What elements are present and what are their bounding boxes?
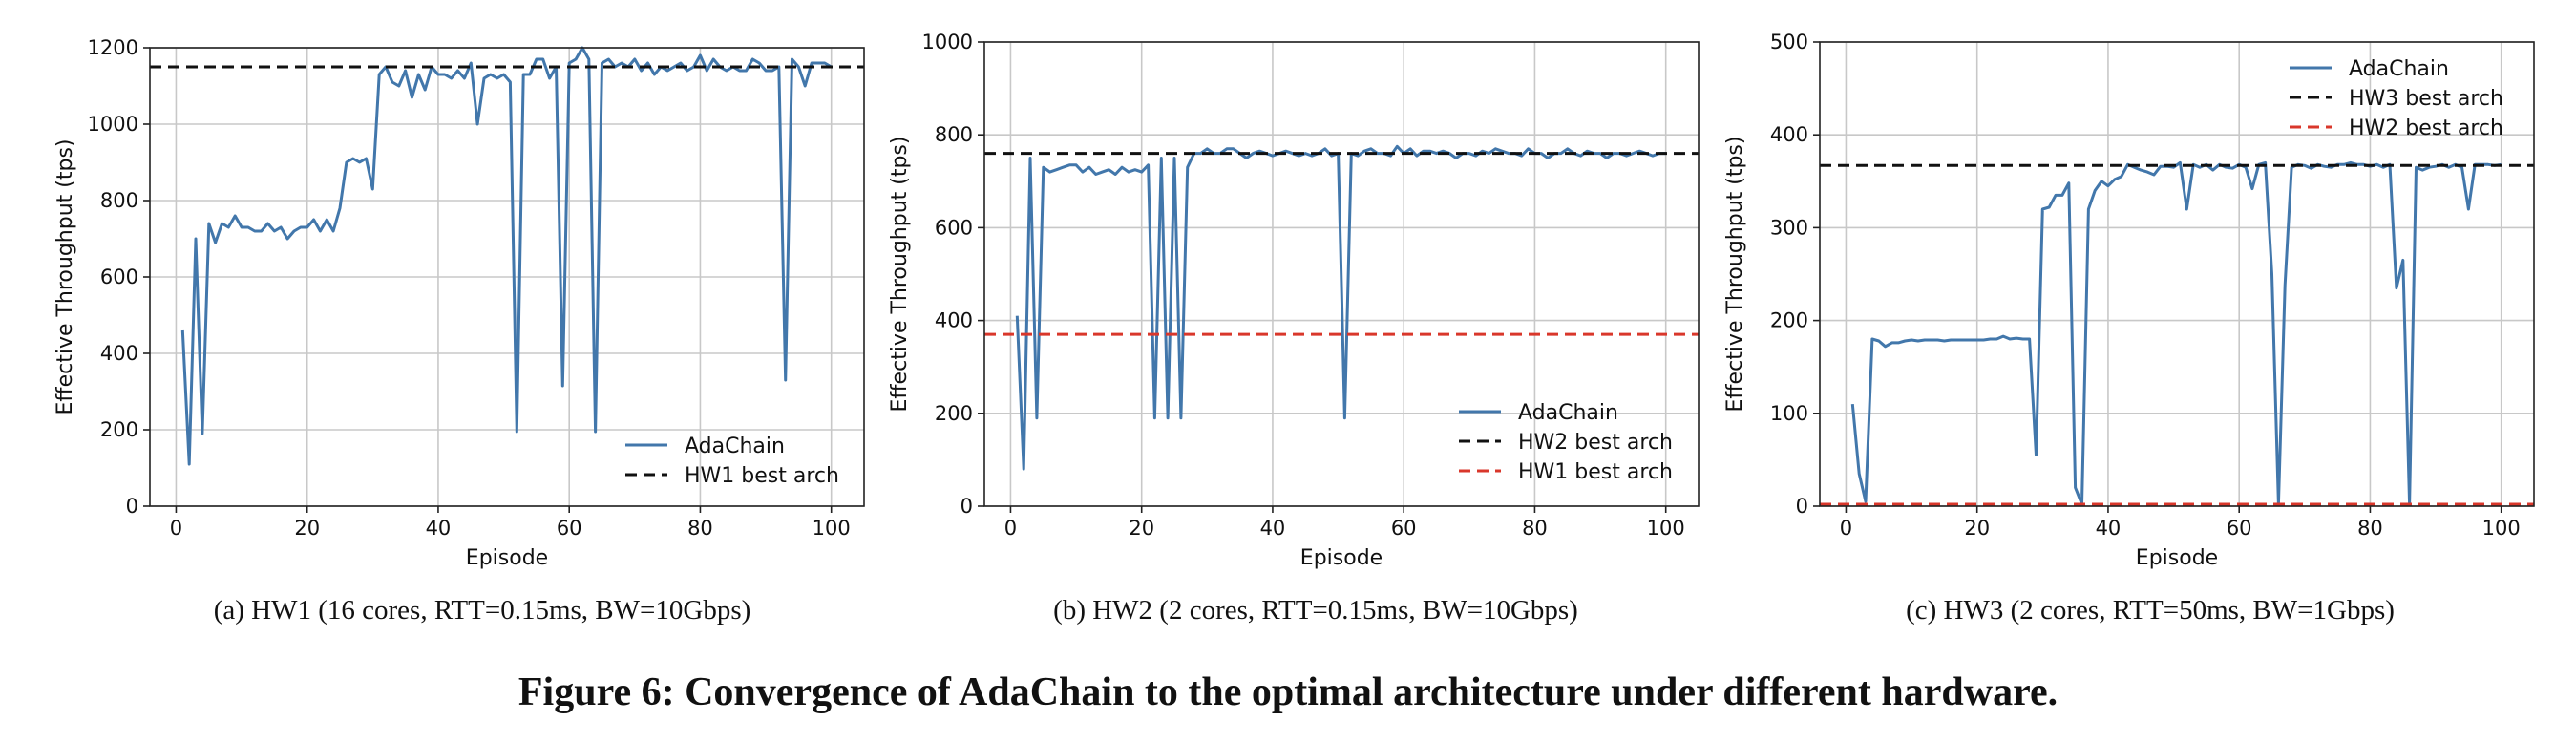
plot-frame-b [983, 41, 1700, 507]
y-tick-label: 100 [1770, 402, 1808, 425]
chart-caption-b: (b) HW2 (2 cores, RTT=0.15ms, BW=10Gbps) [1053, 595, 1578, 626]
y-tick-label: 800 [100, 189, 138, 212]
y-tick-label: 400 [935, 309, 973, 332]
y-tick-label: 1000 [88, 113, 138, 136]
x-tick-label: 100 [2482, 517, 2521, 540]
y-tick-label: 600 [100, 265, 138, 288]
x-tick-label: 40 [1260, 517, 1286, 540]
series-line-adachain [180, 46, 833, 466]
x-tick-label: 100 [813, 517, 851, 540]
y-tick-label: 200 [100, 418, 138, 441]
y-tick-label: 1000 [922, 31, 973, 53]
x-tick-label: 60 [557, 517, 582, 540]
x-tick-label: 0 [1840, 517, 1852, 540]
legend-label: AdaChain [1518, 401, 1618, 425]
y-tick-label: 400 [100, 342, 138, 365]
legend: AdaChain HW3 best arch HW2 best arch [2290, 57, 2503, 140]
legend-label: HW2 best arch [2349, 117, 2503, 140]
y-tick-label: 200 [935, 402, 973, 425]
x-axis-label: Episode [466, 546, 548, 570]
x-tick-label: 80 [1522, 517, 1548, 540]
legend-label: AdaChain [685, 435, 785, 458]
x-axis-label: Episode [2136, 546, 2218, 570]
chart-panel-b: 0 20 40 60 80 10002004006008001000EpisodeEffe… [888, 31, 1700, 570]
x-tick-label: 40 [2096, 517, 2122, 540]
y-axis-label: Effective Throughput (tps) [53, 139, 77, 415]
x-tick-label: 20 [294, 517, 320, 540]
x-tick-label: 60 [1391, 517, 1417, 540]
plot-frame-a [149, 47, 865, 507]
y-tick-label: 600 [935, 216, 973, 239]
figure-caption: Figure 6: Convergence of AdaChain to the… [518, 670, 2058, 714]
series-line-adachain [1850, 160, 2502, 506]
chart-panel-a: 0 20 40 60 80 100020040060080010001200Episode… [53, 36, 865, 570]
y-tick-label: 0 [961, 495, 973, 518]
x-tick-label: 20 [1964, 517, 1990, 540]
x-tick-label: 80 [687, 517, 713, 540]
y-tick-label: 500 [1770, 31, 1808, 53]
y-tick-label: 300 [1770, 216, 1808, 239]
legend-label: HW3 best arch [2349, 87, 2503, 111]
y-tick-label: 200 [1770, 309, 1808, 332]
x-tick-label: 0 [170, 517, 182, 540]
legend-label: HW1 best arch [685, 464, 839, 488]
x-tick-label: 0 [1004, 517, 1017, 540]
chart-caption-c: (c) HW3 (2 cores, RTT=50ms, BW=1Gbps) [1906, 595, 2395, 626]
y-tick-label: 800 [935, 123, 973, 146]
legend-label: HW2 best arch [1518, 431, 1673, 455]
y-tick-label: 0 [1796, 495, 1808, 518]
x-axis-label: Episode [1300, 546, 1383, 570]
plot-frame-c [1819, 41, 2535, 507]
y-axis-label: Effective Throughput (tps) [1723, 137, 1747, 413]
legend: AdaChain HW2 best arch HW1 best arch [1459, 401, 1673, 484]
y-tick-label: 400 [1770, 123, 1808, 146]
y-tick-label: 1200 [88, 36, 138, 59]
y-tick-label: 0 [126, 495, 138, 518]
legend-label: AdaChain [2349, 57, 2449, 81]
x-tick-label: 100 [1647, 517, 1685, 540]
x-tick-label: 20 [1129, 517, 1154, 540]
chart-panel-c: 0 20 40 60 80 100 0 100 200 300 400 500 Episode Effec… [1723, 31, 2535, 570]
y-axis-label: Effective Throughput (tps) [888, 137, 912, 413]
x-tick-label: 60 [2227, 517, 2252, 540]
x-tick-label: 40 [426, 517, 452, 540]
x-tick-label: 80 [2357, 517, 2383, 540]
chart-caption-a: (a) HW1 (16 cores, RTT=0.15ms, BW=10Gbps… [214, 595, 751, 626]
legend-label: HW1 best arch [1518, 460, 1673, 484]
legend: AdaChain HW1 best arch [625, 435, 839, 488]
